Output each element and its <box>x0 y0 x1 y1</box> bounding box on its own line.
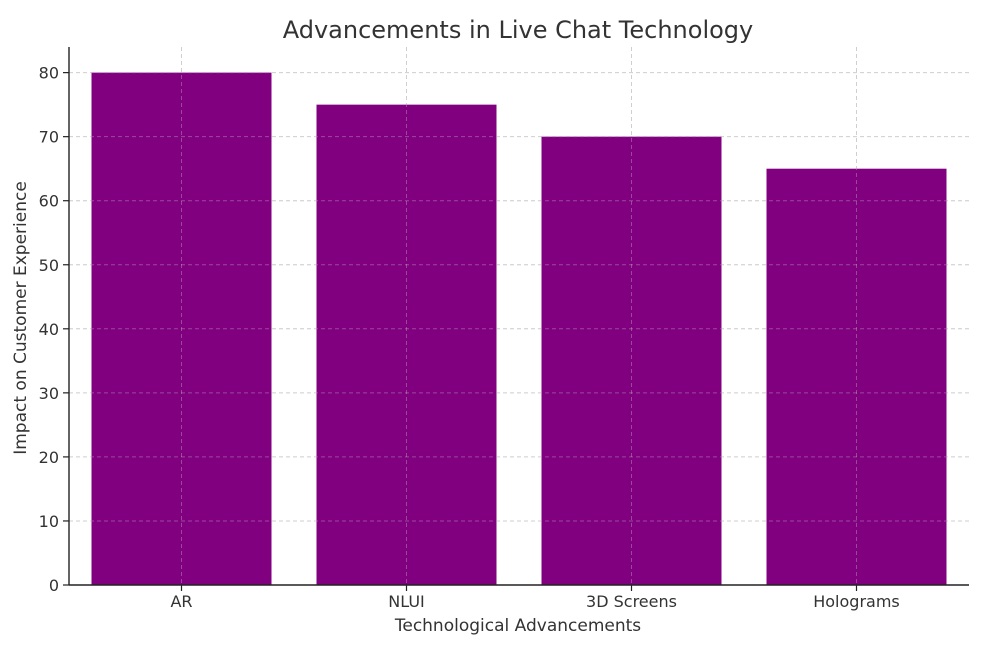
x-axis: AR NLUI 3D Screens Holograms <box>69 584 969 611</box>
y-tick-label: 0 <box>49 576 59 595</box>
y-tick-label: 40 <box>39 320 59 339</box>
bar-nlui <box>316 104 497 586</box>
y-tick-label: 80 <box>39 64 59 83</box>
y-tick-label: 60 <box>39 192 59 211</box>
y-tick-label: 20 <box>39 448 59 467</box>
x-tick-label: 3D Screens <box>586 592 677 611</box>
x-axis-label: Technological Advancements <box>394 616 641 636</box>
y-tick-label: 30 <box>39 384 59 403</box>
grid-overlay <box>69 47 969 585</box>
bar-holograms <box>766 168 947 585</box>
y-tick-label: 10 <box>39 512 59 531</box>
bars <box>91 72 947 586</box>
y-tick-label: 70 <box>39 128 59 147</box>
y-axis: 0 10 20 30 40 50 60 70 80 <box>39 47 70 595</box>
y-tick-label: 50 <box>39 256 59 275</box>
x-tick-label: Holograms <box>813 592 900 611</box>
x-tick-label: AR <box>170 592 192 611</box>
bar-3d-screens <box>541 136 722 585</box>
chart-title: Advancements in Live Chat Technology <box>283 16 754 44</box>
x-tick-label: NLUI <box>388 592 425 611</box>
bar-ar <box>91 72 272 586</box>
y-axis-label: Impact on Customer Experience <box>11 181 31 455</box>
